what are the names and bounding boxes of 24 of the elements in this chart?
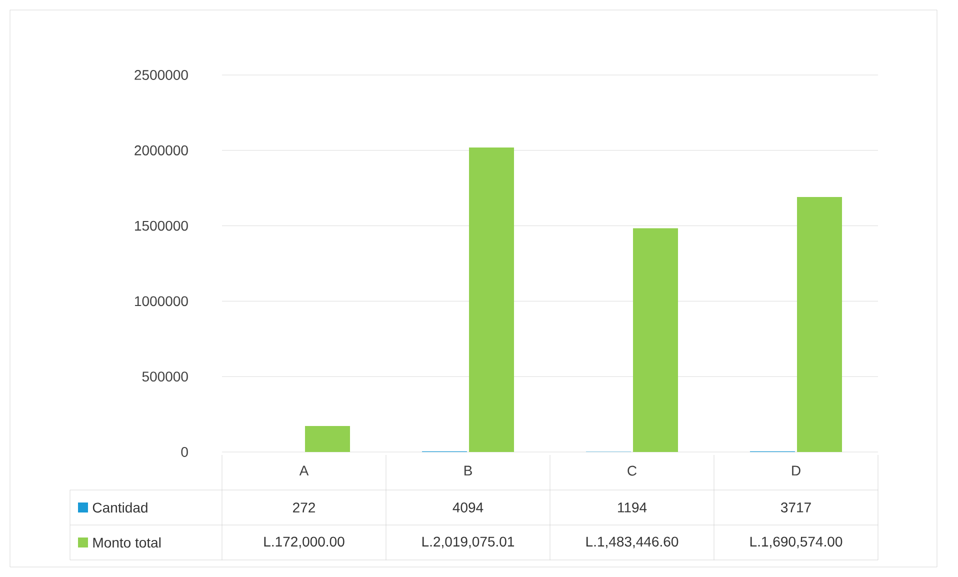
x-tick-label: B: [464, 466, 472, 476]
data-label: 272: [293, 502, 315, 512]
x-tick-label: C: [628, 466, 637, 476]
data-label: L.1,483,446.60: [586, 536, 678, 548]
legend-label: Cantidad: [92, 502, 148, 513]
data-label: 4094: [452, 502, 484, 512]
y-tick-label: 1500000: [135, 220, 188, 231]
x-tick-label: D: [792, 466, 800, 476]
data-label: 1194: [618, 502, 647, 512]
data-label: L.1,690,574.00: [750, 536, 842, 548]
data-label: 3717: [780, 502, 811, 512]
y-tick-label: 2000000: [134, 145, 188, 156]
data-label: L.172,000.00: [264, 536, 344, 548]
y-tick-label: 0: [181, 447, 188, 457]
bar: [469, 148, 514, 452]
data-label: L.2,019,075.01: [422, 536, 514, 548]
y-tick-label: 1000000: [135, 296, 188, 306]
x-tick-label: A: [299, 466, 309, 476]
y-tick-label: 500000: [142, 372, 188, 382]
y-tick-label: 2500000: [134, 70, 188, 80]
legend-label: Monto total: [93, 537, 161, 548]
bar: [797, 197, 842, 452]
bar: [633, 228, 678, 452]
bar: [305, 426, 350, 452]
